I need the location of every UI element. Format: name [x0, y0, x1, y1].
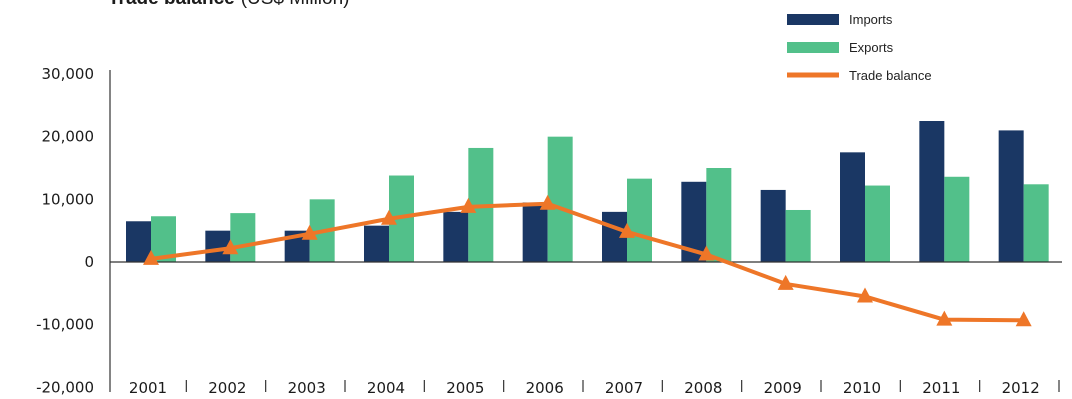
x-tick-label: 2002: [208, 379, 246, 397]
legend-imports-swatch: [787, 14, 839, 25]
trade-balance-marker: [539, 194, 556, 210]
imports-bar: [919, 121, 945, 262]
x-tick-label: 2009: [764, 379, 802, 397]
x-tick-label: 2001: [129, 379, 167, 397]
x-axis: 2001 2002 2003 2004 2005 2006 2007 2008 2009 2010…: [129, 379, 1060, 397]
x-tick-label: 2012: [1002, 379, 1040, 397]
legend-label: Exports: [849, 40, 894, 55]
exports-bar: [1023, 184, 1049, 262]
trade-balance-marker: [301, 224, 318, 240]
trade-balance-marker: [381, 209, 397, 225]
legend-label: Trade balance: [849, 68, 932, 83]
y-axis: 30,000 20,000 10,000 0 -10,000 -20,000: [36, 65, 111, 396]
exports-bar: [547, 136, 573, 262]
imports-bar: [364, 225, 389, 262]
x-tick-label: 2005: [446, 379, 484, 397]
x-tick-label: 2011: [922, 379, 960, 397]
exports-bar: [944, 176, 970, 262]
chart-title-main: Trade balance: [108, 0, 235, 9]
x-tick-label: 2008: [684, 379, 722, 397]
imports-bar: [443, 211, 469, 262]
chart-title: Trade balance (US$ Million): [108, 0, 349, 9]
imports-bar: [760, 189, 786, 262]
trade-balance-marker: [1015, 311, 1032, 327]
x-tick-label: 2004: [367, 379, 405, 397]
y-tick-label: 10,000: [42, 190, 95, 208]
exports-bar: [627, 178, 652, 262]
trade-balance-marker: [777, 274, 794, 290]
trade-balance-marker: [222, 239, 239, 255]
y-tick-label: 30,000: [42, 65, 95, 83]
exports-bar: [785, 209, 811, 262]
imports-bar: [998, 130, 1024, 262]
legend-label: Imports: [849, 12, 893, 27]
y-tick-label: 20,000: [42, 128, 95, 146]
trade-balance-polyline: [150, 201, 1024, 323]
trade-balance-line: [143, 194, 1032, 327]
x-tick-label: 2010: [843, 379, 881, 397]
y-tick-label: 0: [84, 253, 94, 271]
trade-balance-marker: [460, 197, 477, 213]
y-tick-label: -10,000: [36, 316, 94, 334]
imports-bar: [522, 202, 548, 262]
trade-balance-marker: [936, 310, 953, 326]
y-tick-label: -20,000: [36, 378, 94, 396]
x-tick-label: 2003: [288, 379, 326, 397]
exports-bar: [230, 213, 256, 262]
imports-bar: [205, 230, 231, 262]
legend-exports-swatch: [787, 42, 839, 53]
chart-legend: Imports Exports Trade balance: [787, 12, 932, 83]
imports-bar: [840, 152, 865, 262]
exports-bar: [865, 185, 890, 262]
trade-balance-marker: [143, 249, 159, 265]
chart-title-unit: (US$ Million): [241, 0, 350, 9]
exports-bar: [706, 168, 732, 262]
trade-balance-marker: [857, 287, 873, 303]
trade-balance-marker: [698, 245, 715, 261]
x-tick-label: 2007: [605, 379, 643, 397]
imports-bar: [126, 221, 151, 262]
x-tick-label: 2006: [526, 379, 564, 397]
trade-balance-marker: [619, 222, 635, 238]
